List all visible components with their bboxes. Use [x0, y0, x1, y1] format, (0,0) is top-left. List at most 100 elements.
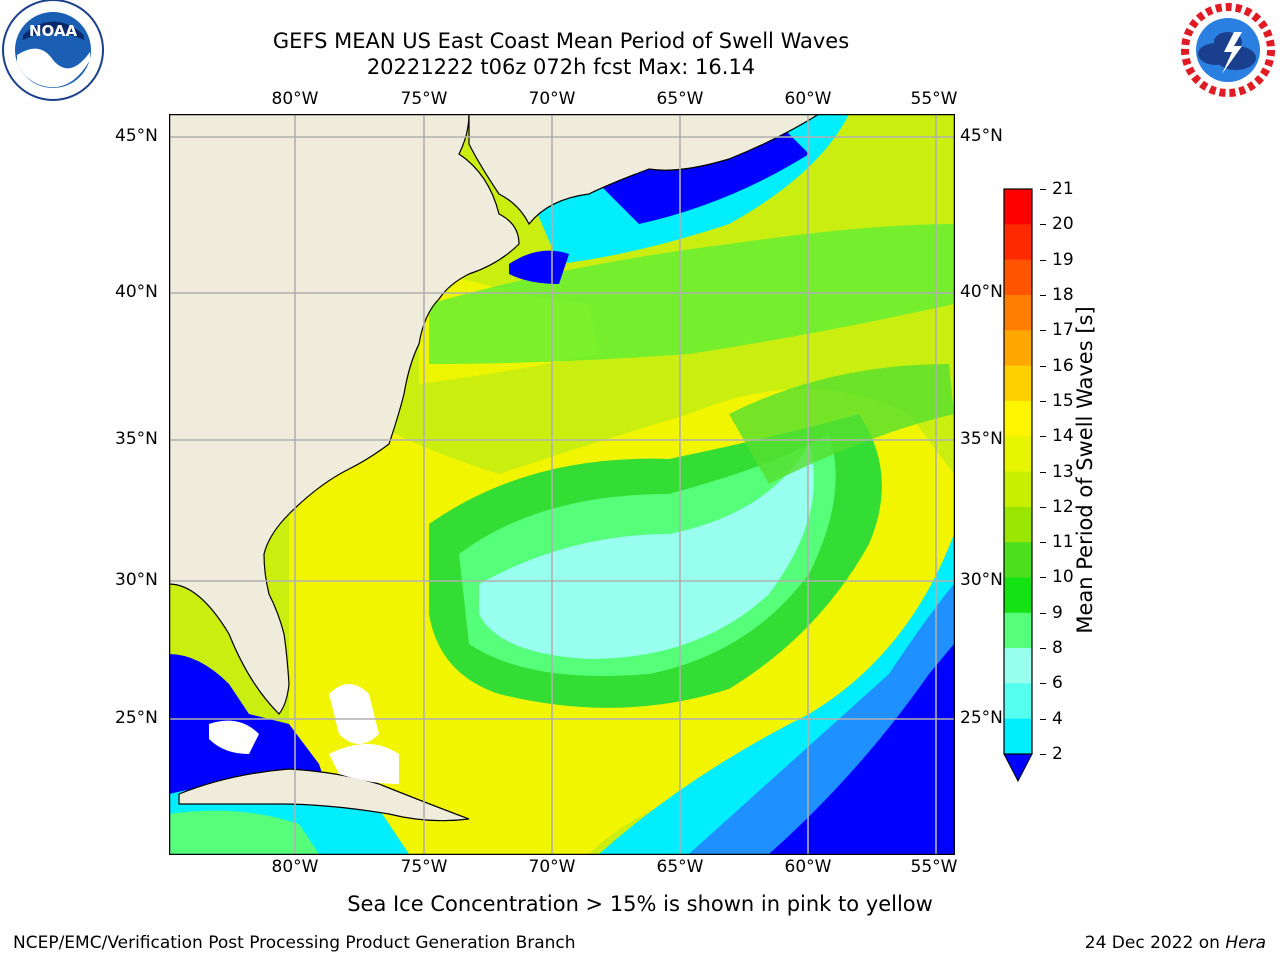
colorbar-segment	[1004, 365, 1032, 402]
lat-label-right-40n: 40°N	[960, 282, 1003, 302]
colorbar-tick-label: 10	[1052, 567, 1074, 588]
footer-machine: Hera	[1225, 933, 1266, 953]
new-england-land	[468, 114, 821, 226]
footer-right: 24 Dec 2022 on Hera	[1085, 933, 1266, 953]
colorbar-segment	[1004, 294, 1032, 331]
lon-label-bottom-70w: 70°W	[528, 857, 576, 877]
colorbar-tick-label: 19	[1052, 249, 1074, 270]
svg-text:NOAA: NOAA	[29, 22, 78, 40]
caribbean-green-patch	[169, 810, 319, 854]
colorbar-tick-label: 13	[1052, 461, 1074, 482]
lat-label-right-45n: 45°N	[960, 126, 1003, 146]
lon-label-bottom-80w: 80°W	[271, 857, 319, 877]
colorbar-tick-label: 21	[1052, 179, 1074, 199]
us-east-coast-land	[169, 114, 520, 715]
colorbar-tick-mark	[1040, 542, 1046, 544]
lon-label-bottom-60w: 60°W	[784, 857, 832, 877]
graticule	[169, 114, 954, 854]
colorbar-segment	[1004, 612, 1032, 649]
colorbar-label-wrap: Mean Period of Swell Waves [s]	[1073, 306, 1125, 633]
bahamas-nodata-patch	[329, 684, 379, 744]
lon-label-top-55w: 55°W	[910, 89, 958, 109]
colorbar-segment	[1004, 471, 1032, 508]
colorbar-tick-mark	[1040, 294, 1046, 296]
lat-label-left-45n: 45°N	[115, 126, 158, 146]
lat-label-right-30n: 30°N	[960, 570, 1003, 590]
lat-label-right-35n: 35°N	[960, 429, 1003, 449]
colorbar-tick-label: 14	[1052, 426, 1074, 447]
colorbar-ticks: 21 20 19 18 17 16 15 14 13 12 11 10 9 8 6 4 2	[1040, 179, 1080, 786]
lon-label-top-80w: 80°W	[271, 89, 319, 109]
cuba-land	[178, 768, 470, 822]
lon-label-top-70w: 70°W	[528, 89, 576, 109]
lat-label-left-25n: 25°N	[115, 708, 158, 728]
lat-label-left-35n: 35°N	[115, 429, 158, 449]
colorbar-segment	[1004, 648, 1032, 684]
northern-green-streak	[429, 224, 954, 364]
colorbar-tick-label: 12	[1052, 496, 1074, 517]
colorbar-segment	[1004, 577, 1032, 614]
colorbar-tick-label: 18	[1052, 284, 1074, 305]
colorbar-segment	[1004, 259, 1032, 296]
colorbar-tick-mark	[1040, 400, 1046, 402]
colorbar-tick-mark	[1040, 754, 1046, 755]
lon-label-top-65w: 65°W	[656, 89, 704, 109]
colorbar-tick-mark	[1040, 612, 1046, 614]
lon-label-bottom-65w: 65°W	[656, 857, 704, 877]
colorbar-tick-mark	[1040, 648, 1046, 650]
colorbar-tick-mark	[1040, 259, 1046, 261]
central-cyan-low	[479, 444, 814, 659]
southeast-deep-blue-region	[769, 644, 954, 854]
chart-title-line2: 20221222 t06z 072h fcst Max: 16.14	[366, 55, 756, 79]
map-frame	[169, 114, 955, 855]
colorbar-tick-label: 16	[1052, 355, 1074, 376]
colorbar-tick-label: 20	[1052, 214, 1074, 235]
colorbar-tick-label: 8	[1052, 638, 1063, 659]
colorbar-segment	[1004, 400, 1032, 437]
nantucket-blue-patch	[509, 250, 569, 284]
colorbar-segment	[1004, 683, 1032, 720]
colorbar-tick-mark	[1040, 224, 1046, 226]
colorbar-tick-mark	[1040, 330, 1046, 332]
footer-date: 24 Dec 2022 on	[1084, 933, 1226, 953]
colorbar-tick-mark	[1040, 189, 1046, 190]
colorbar-tick-mark	[1040, 436, 1046, 438]
swell-period-map	[169, 114, 955, 855]
colorbar-segment	[1004, 224, 1032, 261]
lat-label-left-30n: 30°N	[115, 570, 158, 590]
colorbar-tick-label: 9	[1052, 602, 1063, 623]
eastern-green-streak	[729, 364, 954, 484]
lon-label-bottom-55w: 55°W	[910, 857, 958, 877]
nws-logo	[1181, 3, 1275, 97]
lon-label-bottom-75w: 75°W	[400, 857, 448, 877]
gulf-nodata-patch	[209, 720, 259, 754]
lat-label-right-25n: 25°N	[960, 708, 1003, 728]
colorbar-label: Mean Period of Swell Waves [s]	[1073, 306, 1097, 634]
colorbar-tick-label: 11	[1052, 532, 1074, 553]
chart-title-line1: GEFS MEAN US East Coast Mean Period of S…	[272, 29, 850, 53]
colorbar-tick-label: 2	[1052, 744, 1063, 764]
lon-label-top-75w: 75°W	[400, 89, 448, 109]
colorbar-segment	[1004, 189, 1032, 225]
colorbar-segment	[1004, 542, 1032, 578]
colorbar-tick-mark	[1040, 683, 1046, 685]
colorbar-tick-mark	[1040, 471, 1046, 473]
colorbar-tick-mark	[1040, 718, 1046, 720]
colorbar-segment	[1004, 436, 1032, 472]
colorbar-segment	[1004, 506, 1032, 543]
colorbar-tick-label: 15	[1052, 390, 1074, 411]
colorbar-segment	[1004, 330, 1032, 367]
colorbar-tick-label: 6	[1052, 673, 1063, 694]
footer-left: NCEP/EMC/Verification Post Processing Pr…	[13, 933, 576, 953]
colorbar-tick-label: 17	[1052, 320, 1074, 341]
colorbar-extend-triangle	[1003, 753, 1033, 783]
colorbar-tick-mark	[1040, 506, 1046, 508]
colorbar-segment	[1004, 718, 1032, 755]
lon-label-top-60w: 60°W	[784, 89, 832, 109]
lat-label-left-40n: 40°N	[115, 282, 158, 302]
sea-ice-note: Sea Ice Concentration > 15% is shown in …	[347, 892, 933, 916]
colorbar-tick-label: 4	[1052, 708, 1063, 729]
bahamas-nodata-patch-2	[329, 744, 399, 784]
noaa-logo: NOAA	[2, 0, 104, 101]
colorbar-tick-mark	[1040, 365, 1046, 367]
